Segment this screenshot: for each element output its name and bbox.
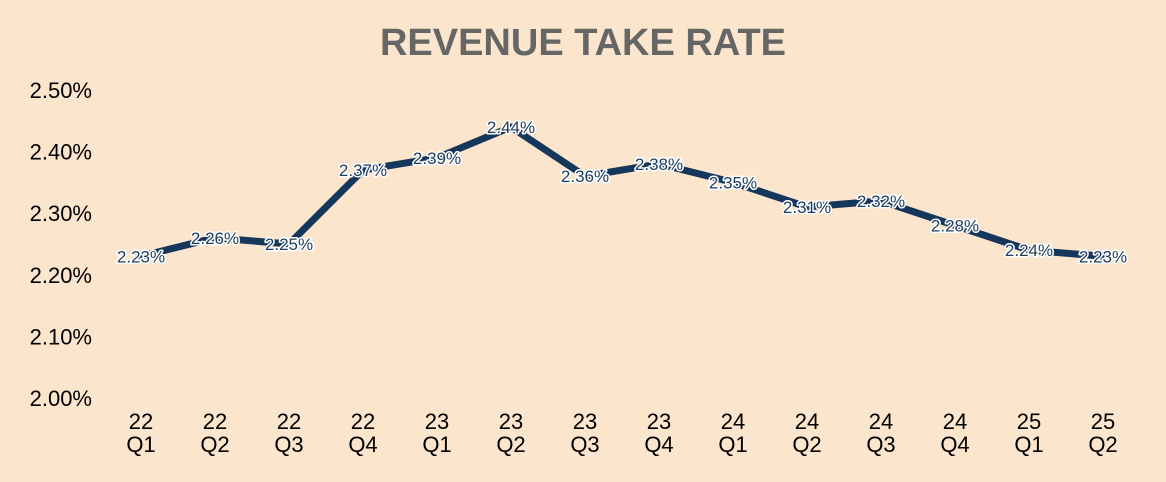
x-tick-label: 24 Q3 xyxy=(866,409,895,457)
x-axis: 22 Q1 22 Q2 22 Q3 22 Q4 23 Q1 23 Q2 23 Q3 23 Q4 24 Q1 24 Q2… xyxy=(126,409,1117,457)
data-label: 2.26% xyxy=(191,229,239,248)
data-label: 2.39% xyxy=(413,149,461,168)
data-label: 2.23% xyxy=(117,247,165,266)
x-tick-label: 23 Q1 xyxy=(422,409,451,457)
data-label: 2.35% xyxy=(709,173,757,192)
x-tick-label: 23 Q4 xyxy=(644,409,673,457)
series-area: 2.23% 2.26% 2.25% 2.37% 2.39% 2.44% 2.36% 2.38%… xyxy=(115,116,1128,267)
data-label: 2.31% xyxy=(783,198,831,217)
x-tick-label: 24 Q1 xyxy=(718,409,747,457)
x-tick-label: 22 Q3 xyxy=(274,409,303,457)
data-label: 2.37% xyxy=(339,161,387,180)
x-tick-label: 23 Q3 xyxy=(570,409,599,457)
data-label: 2.38% xyxy=(635,155,683,174)
data-label: 2.36% xyxy=(561,167,609,186)
series-line xyxy=(137,123,1107,260)
data-label: 2.23% xyxy=(1079,247,1127,266)
data-label: 2.24% xyxy=(1005,241,1053,260)
x-tick-label: 24 Q4 xyxy=(940,409,969,457)
data-label: 2.25% xyxy=(265,235,313,254)
x-tick-label: 24 Q2 xyxy=(792,409,821,457)
y-tick-label: 2.00% xyxy=(30,386,92,411)
x-tick-label: 22 Q4 xyxy=(348,409,377,457)
y-tick-label: 2.30% xyxy=(30,201,92,226)
x-tick-label: 25 Q1 xyxy=(1014,409,1043,457)
y-tick-label: 2.20% xyxy=(30,263,92,288)
x-tick-label: 25 Q2 xyxy=(1088,409,1117,457)
data-label: 2.28% xyxy=(931,217,979,236)
y-tick-label: 2.50% xyxy=(30,78,92,103)
y-tick-label: 2.10% xyxy=(30,324,92,349)
data-label: 2.44% xyxy=(487,118,535,137)
y-tick-label: 2.40% xyxy=(30,140,92,165)
x-tick-label: 22 Q2 xyxy=(200,409,229,457)
chart-title: REVENUE TAKE RATE xyxy=(380,22,786,64)
y-axis: 2.00% 2.10% 2.20% 2.30% 2.40% 2.50% xyxy=(30,78,92,411)
x-tick-label: 22 Q1 xyxy=(126,409,155,457)
x-tick-label: 23 Q2 xyxy=(496,409,525,457)
data-label: 2.32% xyxy=(857,192,905,211)
